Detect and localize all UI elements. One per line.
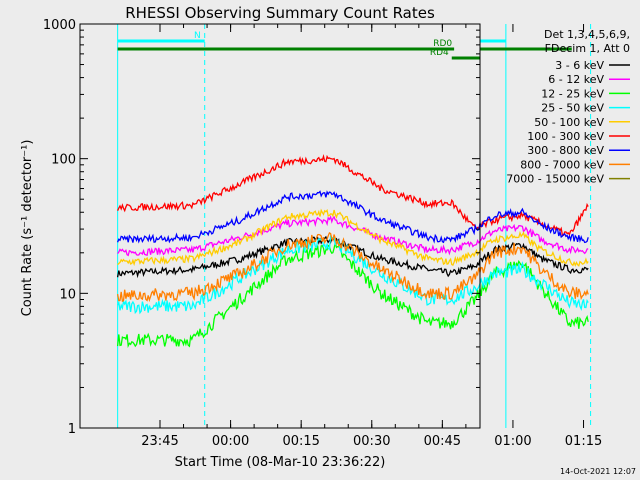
legend-entry-label: 300 - 800 keV — [527, 144, 604, 157]
series-line-4 — [117, 208, 589, 267]
series-line-1 — [117, 215, 589, 257]
x-tick-label: 00:30 — [353, 434, 390, 449]
y-tick-label: 10 — [59, 287, 76, 302]
legend-entry-label: 25 - 50 keV — [541, 102, 604, 115]
legend-entry-label: 800 - 7000 keV — [520, 158, 604, 171]
timestamp: 14-Oct-2021 12:07 — [560, 467, 636, 476]
y-axis-label: Count Rate (s⁻¹ detector⁻¹) — [20, 140, 35, 317]
x-tick-label: 23:45 — [141, 434, 178, 449]
plot-frame — [79, 23, 481, 429]
series-line-6 — [116, 190, 589, 244]
state-bar-label: RD0 — [433, 39, 452, 49]
state-bar-label: N — [194, 31, 201, 41]
x-tick-label: 01:00 — [494, 434, 531, 449]
x-tick-label: 00:00 — [212, 434, 249, 449]
y-tick-label: 100 — [51, 153, 76, 168]
legend-entry-label: 100 - 300 keV — [527, 130, 604, 143]
axes: 1 10 100 1000 23:45 00:00 00:15 00:30 00:45 01:00… — [43, 18, 602, 449]
chart-title: RHESSI Observing Summary Count Rates — [125, 4, 435, 22]
series-line-7 — [116, 231, 589, 303]
series-line-5 — [117, 153, 589, 237]
legend-entry-label: 12 - 25 keV — [541, 87, 604, 100]
legend-header: FDecim 1, Att 0 — [545, 42, 630, 55]
legend-entry-label: 7000 - 15000 keV — [506, 173, 604, 186]
x-tick-label: 00:15 — [282, 434, 319, 449]
y-tick-label: 1000 — [43, 18, 76, 33]
legend-entry-label: 3 - 6 keV — [555, 59, 604, 72]
state-bar-label: RD4 — [430, 48, 449, 58]
legend: Det 1,3,4,5,6,9,FDecim 1, Att 0 3 - 6 keV… — [506, 28, 630, 186]
legend-entry-label: 6 - 12 keV — [548, 73, 604, 86]
x-axis-label: Start Time (08-Mar-10 23:36:22) — [175, 455, 386, 470]
x-tick-label: 01:15 — [565, 434, 602, 449]
y-tick-label: 1 — [68, 422, 76, 437]
x-tick-label: 00:45 — [424, 434, 461, 449]
legend-entry-label: 50 - 100 keV — [534, 116, 604, 129]
legend-header: Det 1,3,4,5,6,9, — [544, 28, 630, 41]
series-line-0 — [116, 235, 589, 279]
